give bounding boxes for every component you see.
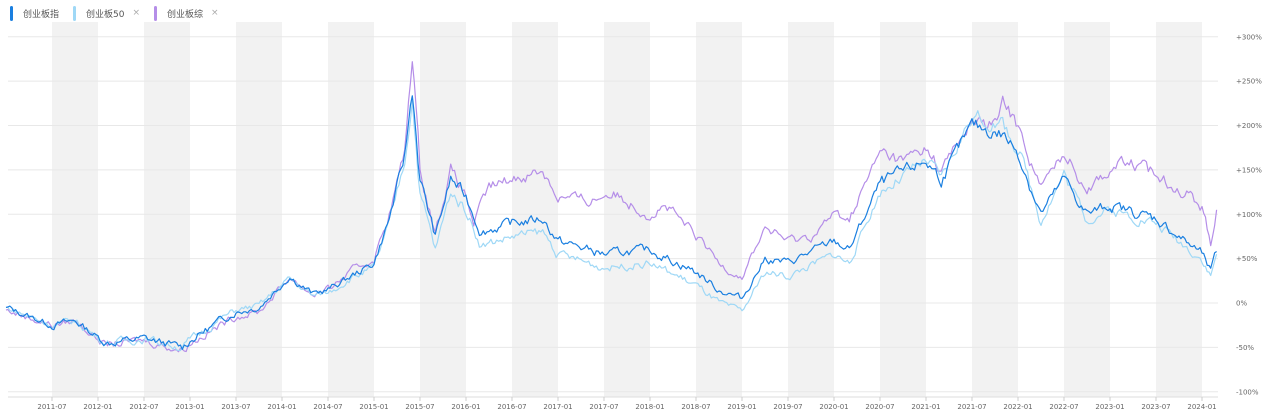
- x-tick-label: 2014-01: [267, 403, 296, 411]
- y-tick-label: -100%: [1236, 388, 1259, 396]
- legend-label: 创业板综: [167, 9, 204, 20]
- x-tick-label: 2020-01: [819, 403, 848, 411]
- x-tick-label: 2022-07: [1049, 403, 1078, 411]
- period-band: [1156, 22, 1202, 397]
- x-tick-label: 2021-01: [911, 403, 940, 411]
- legend-item-chinext-index[interactable]: 创业板指: [10, 5, 60, 21]
- x-tick-label: 2022-01: [1003, 403, 1032, 411]
- legend: 创业板指 创业板50 × 创业板综 ×: [10, 4, 233, 22]
- y-tick-label: +300%: [1236, 33, 1262, 41]
- period-band: [52, 22, 98, 397]
- x-tick-label: 2020-07: [865, 403, 894, 411]
- x-tick-label: 2019-01: [727, 403, 756, 411]
- legend-color-bar: [154, 5, 158, 21]
- remove-series-icon[interactable]: ×: [211, 8, 219, 18]
- x-tick-label: 2015-01: [359, 403, 388, 411]
- x-tick-label: 2018-01: [635, 403, 664, 411]
- x-tick-label: 2011-07: [37, 403, 66, 411]
- period-band: [236, 22, 282, 397]
- x-tick-label: 2012-01: [83, 403, 112, 411]
- x-tick-label: 2017-01: [543, 403, 572, 411]
- legend-color-bar: [73, 5, 77, 21]
- y-tick-label: -50%: [1236, 344, 1254, 352]
- series-line-chinext-composite: [5, 61, 1218, 353]
- period-band: [972, 22, 1018, 397]
- x-tick-label: 2013-01: [175, 403, 204, 411]
- period-band: [144, 22, 190, 397]
- y-tick-label: +250%: [1236, 78, 1262, 86]
- x-tick-label: 2021-07: [957, 403, 986, 411]
- x-tick-label: 2023-07: [1141, 403, 1170, 411]
- legend-item-chinext-composite[interactable]: 创业板综 ×: [154, 5, 219, 21]
- series-line-chinext-index: [5, 95, 1217, 350]
- legend-label: 创业板指: [23, 9, 60, 20]
- period-band: [328, 22, 374, 397]
- x-tick-label: 2015-07: [405, 403, 434, 411]
- period-band: [604, 22, 650, 397]
- x-tick-label: 2017-07: [589, 403, 618, 411]
- period-band: [696, 22, 742, 397]
- x-tick-label: 2018-07: [681, 403, 710, 411]
- y-tick-label: +200%: [1236, 122, 1262, 130]
- x-tick-label: 2014-07: [313, 403, 342, 411]
- x-tick-label: 2013-07: [221, 403, 250, 411]
- legend-label: 创业板50: [86, 9, 125, 20]
- x-tick-label: 2019-07: [773, 403, 802, 411]
- y-tick-label: +100%: [1236, 211, 1262, 219]
- y-tick-label: 0%: [1236, 300, 1247, 308]
- period-band: [512, 22, 558, 397]
- y-tick-label: +150%: [1236, 166, 1262, 174]
- remove-series-icon[interactable]: ×: [132, 8, 141, 18]
- x-tick-label: 2023-01: [1095, 403, 1124, 411]
- y-tick-label: +50%: [1236, 255, 1258, 263]
- period-band: [788, 22, 834, 397]
- period-band: [880, 22, 926, 397]
- x-tick-label: 2012-07: [129, 403, 158, 411]
- x-tick-label: 2016-07: [497, 403, 526, 411]
- x-tick-label: 2016-01: [451, 403, 480, 411]
- period-band: [1064, 22, 1110, 397]
- x-tick-label: 2024-01: [1187, 403, 1216, 411]
- legend-color-bar: [10, 5, 13, 21]
- legend-item-chinext-50[interactable]: 创业板50 ×: [73, 5, 141, 21]
